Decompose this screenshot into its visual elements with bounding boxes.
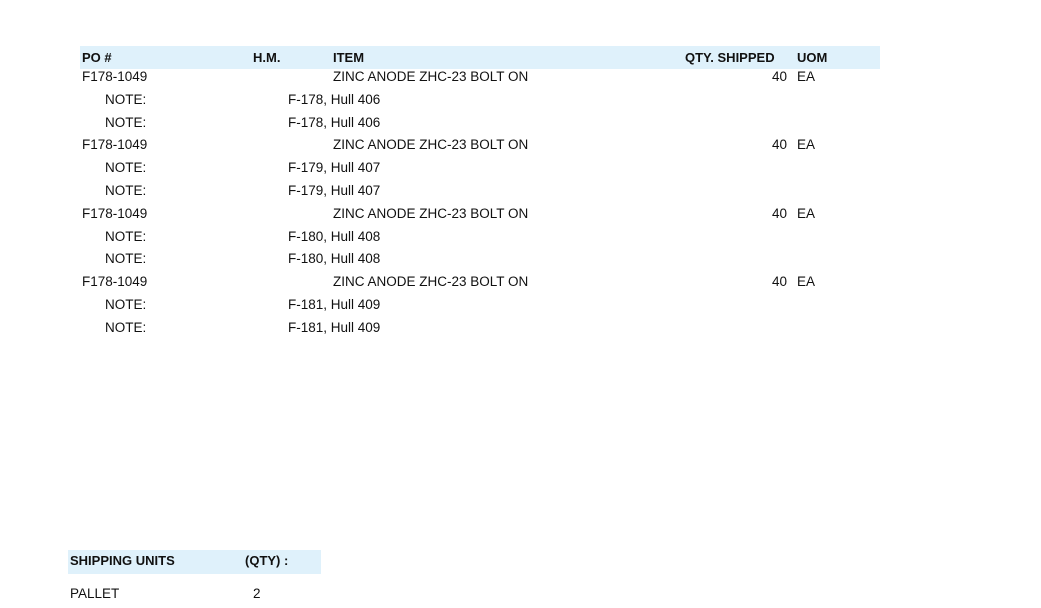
note-row: NOTE: F-180, Hull 408 <box>0 251 1041 274</box>
note-label: NOTE: <box>105 251 147 267</box>
header-uom: UOM <box>797 50 828 65</box>
table-header: PO # H.M. ITEM QTY. SHIPPED UOM <box>80 46 880 69</box>
uom: EA <box>797 137 816 153</box>
note-label: NOTE: <box>105 228 147 244</box>
note-row: NOTE: F-180, Hull 408 <box>0 229 1041 252</box>
header-qty-shipped: QTY. SHIPPED <box>685 50 775 65</box>
po-number: F178-1049 <box>82 205 148 221</box>
note-text: F-179, Hull 407 <box>288 183 381 198</box>
note-text: F-179, Hull 407 <box>288 160 381 176</box>
shipping-units-label: SHIPPING UNITS <box>70 553 175 568</box>
qty-shipped: 40 <box>771 69 787 84</box>
note-label: NOTE: <box>105 91 147 107</box>
header-hm: H.M. <box>253 50 281 65</box>
uom: EA <box>797 205 816 221</box>
shipping-units-header: SHIPPING UNITS (QTY) : <box>68 550 321 574</box>
note-label: NOTE: <box>105 319 147 335</box>
table-row: F178-1049 ZINC ANODE ZHC-23 BOLT ON 40 EA <box>0 274 1041 297</box>
note-label: NOTE: <box>105 183 147 198</box>
item-description: ZINC ANODE ZHC-23 BOLT ON <box>333 205 529 221</box>
uom: EA <box>797 274 816 290</box>
qty-shipped: 40 <box>771 205 787 221</box>
note-text: F-181, Hull 409 <box>288 297 381 312</box>
item-description: ZINC ANODE ZHC-23 BOLT ON <box>333 137 529 153</box>
note-text: F-178, Hull 406 <box>288 114 381 130</box>
table-row: F178-1049 ZINC ANODE ZHC-23 BOLT ON 40 EA <box>0 206 1041 229</box>
note-text: F-181, Hull 409 <box>288 319 381 335</box>
po-number: F178-1049 <box>82 69 148 84</box>
note-row: NOTE: F-178, Hull 406 <box>0 115 1041 138</box>
table-row: F178-1049 ZINC ANODE ZHC-23 BOLT ON 40 EA <box>0 69 1041 92</box>
item-description: ZINC ANODE ZHC-23 BOLT ON <box>333 69 529 84</box>
qty-shipped: 40 <box>771 274 787 290</box>
note-label: NOTE: <box>105 297 147 312</box>
shipping-unit-type: PALLET <box>70 586 120 601</box>
note-row: NOTE: F-181, Hull 409 <box>0 320 1041 343</box>
note-text: F-180, Hull 408 <box>288 251 381 267</box>
po-number: F178-1049 <box>82 137 148 153</box>
note-label: NOTE: <box>105 114 147 130</box>
table-row: F178-1049 ZINC ANODE ZHC-23 BOLT ON 40 EA <box>0 137 1041 160</box>
shipping-qty-label: (QTY) : <box>245 553 289 568</box>
uom: EA <box>797 69 816 84</box>
note-row: NOTE: F-179, Hull 407 <box>0 160 1041 183</box>
qty-shipped: 40 <box>771 137 787 153</box>
note-row: NOTE: F-181, Hull 409 <box>0 297 1041 320</box>
note-text: F-178, Hull 406 <box>288 91 381 107</box>
po-number: F178-1049 <box>82 274 148 290</box>
header-item: ITEM <box>333 50 365 65</box>
item-description: ZINC ANODE ZHC-23 BOLT ON <box>333 274 529 290</box>
note-row: NOTE: F-179, Hull 407 <box>0 183 1041 206</box>
note-row: NOTE: F-178, Hull 406 <box>0 92 1041 115</box>
header-po: PO # <box>82 50 112 65</box>
shipping-unit-qty: 2 <box>253 586 261 601</box>
note-text: F-180, Hull 408 <box>288 228 381 244</box>
note-label: NOTE: <box>105 160 147 176</box>
